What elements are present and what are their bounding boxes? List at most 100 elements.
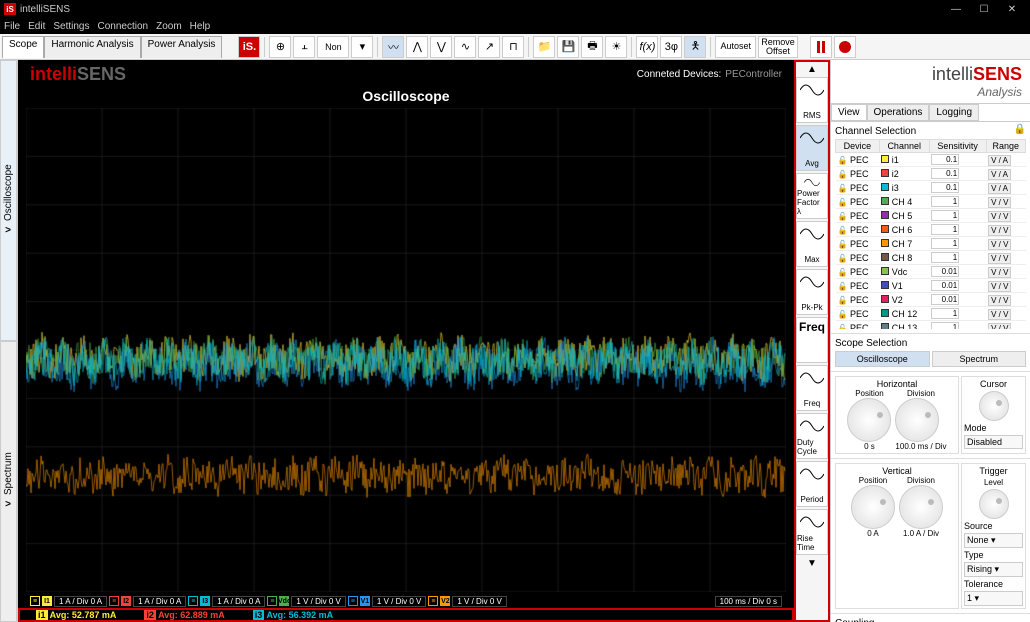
menubar: File Edit Settings Connection Zoom Help <box>0 18 1030 34</box>
panel-tab-view[interactable]: View <box>831 104 867 121</box>
toolbar: ScopeHarmonic AnalysisPower Analysis iS.… <box>0 34 1030 60</box>
minimize-button[interactable]: — <box>942 4 970 15</box>
panel-tab-operations[interactable]: Operations <box>867 104 930 121</box>
horiz-division-knob[interactable] <box>895 398 939 442</box>
channel-row-CH 6[interactable]: 🔓 PEC CH 6V / V <box>836 223 1026 237</box>
lock-icon[interactable]: 🔒 <box>1014 124 1026 135</box>
wave3-icon[interactable]: ⋁ <box>430 36 452 58</box>
scope-sel-oscilloscope[interactable]: Oscilloscope <box>835 351 930 367</box>
vtab-spectrum[interactable]: >Spectrum <box>0 341 17 622</box>
fx-icon[interactable]: f(x) <box>636 36 658 58</box>
trigger-tol-select[interactable]: 1 ▾ <box>964 591 1023 606</box>
menu-connection[interactable]: Connection <box>98 21 149 32</box>
tab-scope[interactable]: Scope <box>2 36 44 58</box>
meas-scroll-up[interactable]: ▲ <box>807 62 817 76</box>
meas-rms[interactable]: RMS <box>796 77 828 123</box>
logo-icon[interactable]: iS. <box>238 36 260 58</box>
trigger-type-select[interactable]: Rising ▾ <box>964 562 1023 577</box>
open-icon[interactable]: 📁 <box>533 36 555 58</box>
channel-row-CH 13[interactable]: 🔓 PEC CH 13V / V <box>836 321 1026 330</box>
channel-row-i3[interactable]: 🔓 PEC i3V / A <box>836 181 1026 195</box>
dropdown-icon[interactable]: ▾ <box>351 36 373 58</box>
horiz-position-knob[interactable] <box>847 398 891 442</box>
menu-help[interactable]: Help <box>190 21 211 32</box>
avg-i3: i3 Avg: 56.392 mA <box>249 610 337 620</box>
app-icon: iS <box>4 3 16 15</box>
meas-rise-time[interactable]: Rise Time <box>796 509 828 555</box>
vert-position-knob[interactable] <box>851 485 895 529</box>
tab-power-analysis[interactable]: Power Analysis <box>141 36 223 58</box>
legend-I3[interactable]: ≡I31 A / Div 0 A <box>188 596 265 607</box>
legend-Vdc[interactable]: ≡Vdc1 V / Div 0 V <box>267 596 345 607</box>
channel-table: DeviceChannelSensitivityRange 🔓 PEC i1V … <box>835 139 1026 329</box>
brand: intelliSENS <box>30 64 126 85</box>
phase-icon[interactable]: 3φ <box>660 36 682 58</box>
close-button[interactable]: ✕ <box>998 4 1026 15</box>
wave1-icon[interactable]: 〰 <box>382 36 404 58</box>
trigger-group: Trigger Level Source None ▾ Type Rising … <box>961 463 1026 609</box>
trigger-source-select[interactable]: None ▾ <box>964 533 1023 548</box>
cursor-knob[interactable] <box>979 391 1009 421</box>
settings-icon[interactable]: ☀ <box>605 36 627 58</box>
maximize-button[interactable]: ☐ <box>970 4 998 15</box>
channel-row-V2[interactable]: 🔓 PEC V2V / V <box>836 293 1026 307</box>
wave6-icon[interactable]: ⊓ <box>502 36 524 58</box>
measure-tool-icon[interactable]: ⫠ <box>293 36 315 58</box>
autoset-button[interactable]: Autoset <box>715 36 756 58</box>
connected-devices: Conneted Devices:PEController <box>637 69 782 80</box>
menu-settings[interactable]: Settings <box>53 21 89 32</box>
meas-period[interactable]: Period <box>796 461 828 507</box>
channel-row-i1[interactable]: 🔓 PEC i1V / A <box>836 153 1026 167</box>
non-button[interactable]: Non <box>317 36 349 58</box>
remove-offset-button[interactable]: RemoveOffset <box>758 36 798 58</box>
meas-freq[interactable]: Freq <box>796 365 828 411</box>
meas-max[interactable]: Max <box>796 221 828 267</box>
vtab-oscilloscope[interactable]: >Oscilloscope <box>0 60 17 341</box>
menu-zoom[interactable]: Zoom <box>156 21 182 32</box>
save-icon[interactable]: 💾 <box>557 36 579 58</box>
meas-duty-cycle[interactable]: Duty Cycle <box>796 413 828 459</box>
scope-sel-spectrum[interactable]: Spectrum <box>932 351 1027 367</box>
channel-row-CH 8[interactable]: 🔓 PEC CH 8V / V <box>836 251 1026 265</box>
menu-edit[interactable]: Edit <box>28 21 45 32</box>
legend-V2[interactable]: ≡V21 V / Div 0 V <box>428 596 506 607</box>
main-tabs: ScopeHarmonic AnalysisPower Analysis <box>2 36 222 58</box>
channel-row-V1[interactable]: 🔓 PEC V1V / V <box>836 279 1026 293</box>
tab-harmonic-analysis[interactable]: Harmonic Analysis <box>44 36 140 58</box>
channel-row-CH 4[interactable]: 🔓 PEC CH 4V / V <box>836 195 1026 209</box>
cursor-mode-select[interactable]: Disabled <box>964 435 1023 449</box>
pause-button[interactable] <box>810 36 832 58</box>
time-display: 100 ms / Div 0 s <box>715 596 782 607</box>
panel-tab-logging[interactable]: Logging <box>929 104 979 121</box>
meas-freq[interactable]: Freq <box>796 317 828 363</box>
meas-avg[interactable]: Avg <box>796 125 828 171</box>
wave2-icon[interactable]: ⋀ <box>406 36 428 58</box>
channel-row-CH 12[interactable]: 🔓 PEC CH 12V / V <box>836 307 1026 321</box>
right-brand: intelliSENS Analysis <box>831 60 1030 104</box>
menu-file[interactable]: File <box>4 21 20 32</box>
legend-I1[interactable]: ≡I11 A / Div 0 A <box>30 596 107 607</box>
channel-row-i2[interactable]: 🔓 PEC i2V / A <box>836 167 1026 181</box>
scope-canvas[interactable] <box>26 108 786 592</box>
trigger-level-knob[interactable] <box>979 489 1009 519</box>
meas-pk-pk[interactable]: Pk-Pk <box>796 269 828 315</box>
meas-scroll-down[interactable]: ▼ <box>807 556 817 570</box>
channel-selection-title: Channel Selection <box>835 126 1026 137</box>
wave5-icon[interactable]: ↗ <box>478 36 500 58</box>
vert-division-knob[interactable] <box>899 485 943 529</box>
print-icon[interactable]: 🖶 <box>581 36 603 58</box>
avg-bar: i1 Avg: 52.787 mAi2 Avg: 62.889 mAi3 Avg… <box>18 608 794 622</box>
app-title: intelliSENS <box>20 4 70 15</box>
channel-row-Vdc[interactable]: 🔓 PEC VdcV / V <box>836 265 1026 279</box>
person-icon[interactable]: 🯅 <box>684 36 706 58</box>
legend-I2[interactable]: ≡I21 A / Div 0 A <box>109 596 186 607</box>
legend-V1[interactable]: ≡V11 V / Div 0 V <box>348 596 426 607</box>
meas-power-factor[interactable]: Power Factorλ <box>796 173 828 219</box>
scope-area: intelliSENS Conneted Devices:PEControlle… <box>18 60 794 622</box>
channel-row-CH 7[interactable]: 🔓 PEC CH 7V / V <box>836 237 1026 251</box>
wave4-icon[interactable]: ∿ <box>454 36 476 58</box>
record-button[interactable] <box>834 36 856 58</box>
cursor-tool-icon[interactable]: ⊕ <box>269 36 291 58</box>
channel-row-CH 5[interactable]: 🔓 PEC CH 5V / V <box>836 209 1026 223</box>
coupling-group: Coupling AC DC Gnd <box>831 614 1030 622</box>
